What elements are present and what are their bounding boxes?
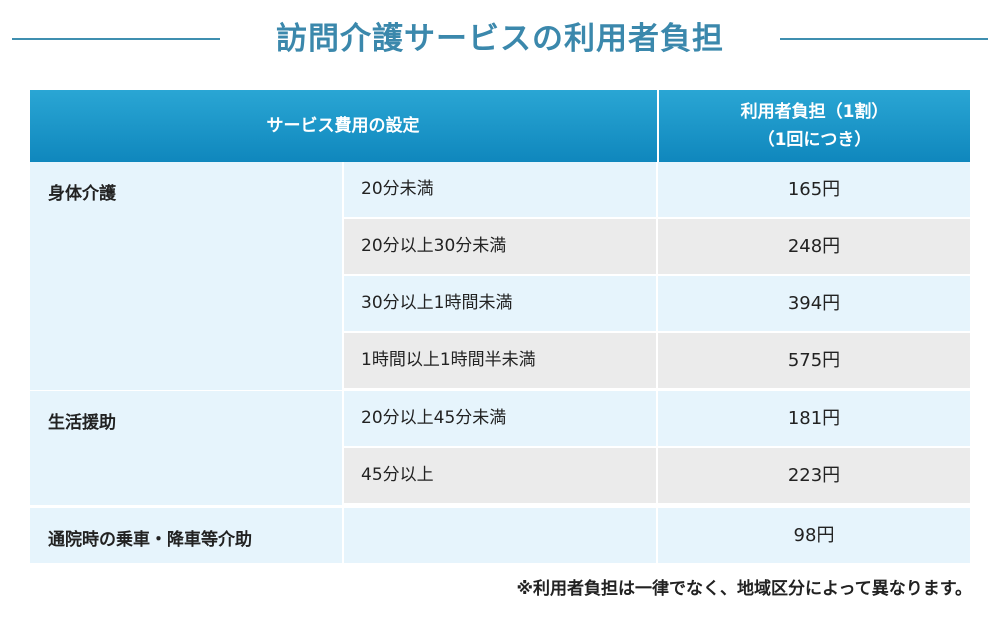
group-label: 身体介護 — [30, 162, 342, 390]
table-header: サービス費用の設定 利用者負担（1割） （1回につき） — [30, 90, 970, 162]
title-bar: 訪問介護サービスの利用者負担 — [0, 0, 1000, 80]
price-cell: 248円 — [656, 219, 970, 274]
duration-cell: 45分以上 — [343, 448, 656, 503]
table-row: 20分未満 165円 — [343, 162, 970, 217]
header-user-burden-line1: 利用者負担（1割） — [740, 102, 889, 122]
fee-table: サービス費用の設定 利用者負担（1割） （1回につき） 身体介護 20分未満 1… — [30, 90, 970, 565]
title-divider-left — [12, 38, 220, 40]
group-physical-care: 身体介護 20分未満 165円 20分以上30分未満 248円 30分以上1時間… — [30, 162, 970, 390]
footnote: ※利用者負担は一律でなく、地域区分によって異なります。 — [516, 579, 972, 599]
duration-cell — [343, 508, 656, 563]
header-user-burden: 利用者負担（1割） （1回につき） — [657, 90, 970, 162]
duration-cell: 20分以上45分未満 — [343, 391, 656, 446]
group-daily-living-support: 生活援助 20分以上45分未満 181円 45分以上 223円 — [30, 391, 970, 506]
table-row: 98円 — [343, 508, 970, 563]
price-cell: 98円 — [656, 508, 970, 563]
price-cell: 181円 — [656, 391, 970, 446]
duration-cell: 30分以上1時間未満 — [343, 276, 656, 331]
duration-cell: 20分以上30分未満 — [343, 219, 656, 274]
price-cell: 223円 — [656, 448, 970, 503]
duration-cell: 20分未満 — [343, 162, 656, 217]
header-user-burden-line2: （1回につき） — [757, 130, 872, 150]
table-row: 20分以上45分未満 181円 — [343, 391, 970, 446]
page-title: 訪問介護サービスの利用者負担 — [276, 21, 724, 57]
price-cell: 394円 — [656, 276, 970, 331]
price-cell: 165円 — [656, 162, 970, 217]
group-hospital-transport-assistance: 通院時の乗車・降車等介助 98円 — [30, 508, 970, 565]
title-divider-right — [780, 38, 988, 40]
group-label: 生活援助 — [30, 391, 342, 505]
table-row: 20分以上30分未満 248円 — [343, 219, 970, 274]
price-cell: 575円 — [656, 333, 970, 388]
duration-cell: 1時間以上1時間半未満 — [343, 333, 656, 388]
table-row: 30分以上1時間未満 394円 — [343, 276, 970, 331]
table-row: 1時間以上1時間半未満 575円 — [343, 333, 970, 388]
group-label: 通院時の乗車・降車等介助 — [30, 508, 342, 563]
table-row: 45分以上 223円 — [343, 448, 970, 503]
header-service-setting: サービス費用の設定 — [266, 116, 420, 136]
